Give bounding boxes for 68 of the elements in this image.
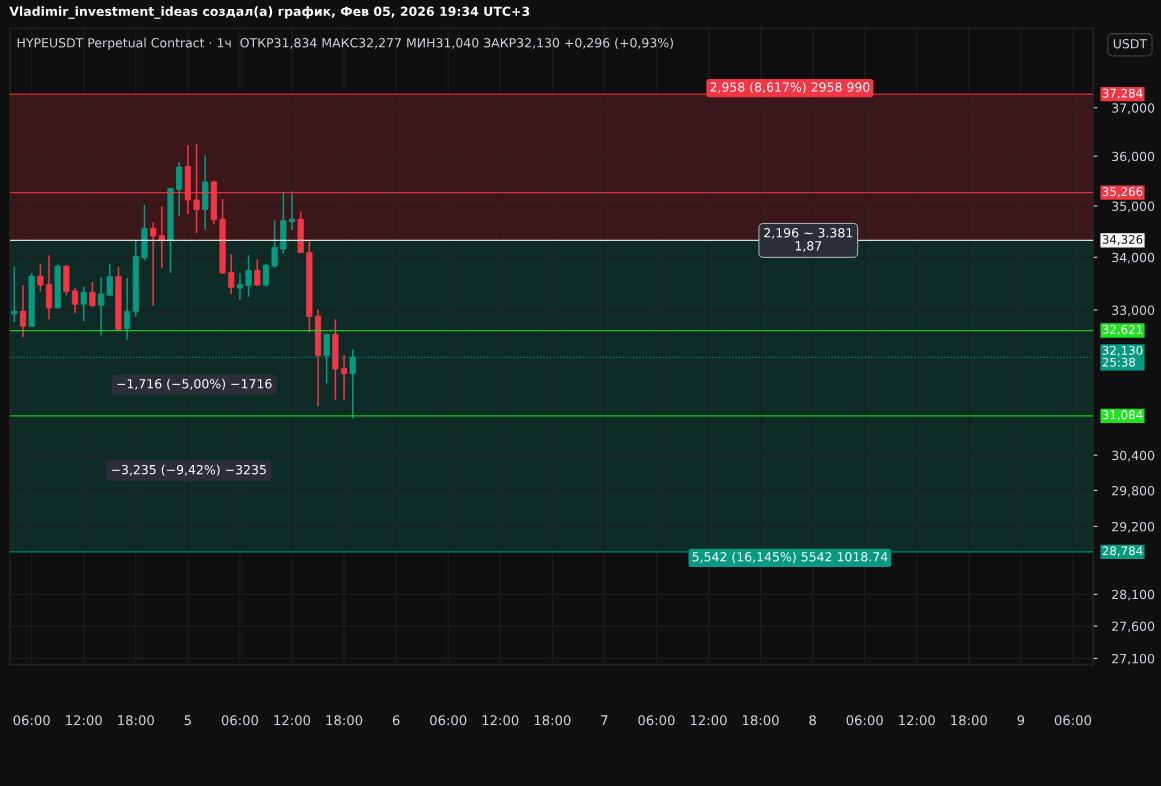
x-tick-label: 18:00 (326, 715, 363, 726)
candlestick (97, 276, 105, 337)
ref-line-label: 31,084 (1102, 410, 1143, 421)
y-tick-label: 36,000 (1112, 151, 1155, 163)
x-tick-label: 06:00 (846, 715, 883, 726)
x-tick-label: 12:00 (66, 715, 102, 726)
x-tick-label: 18:00 (534, 715, 571, 726)
x-tick-label: 7 (601, 715, 608, 725)
y-tick-label: 29,800 (1112, 485, 1155, 497)
candlestick (89, 281, 96, 308)
x-tick-label: 12:00 (482, 715, 519, 726)
x-tick-label: 06:00 (1054, 715, 1092, 726)
candlestick (254, 258, 261, 287)
candlestick (106, 263, 113, 297)
ref-line-label: 37,284 (1102, 88, 1143, 99)
x-tick-label: 12:00 (690, 715, 727, 726)
chart-title: Vladimir_investment_ideas создал(а) график, Фев 05, 2026 19:34 UTC+3 (9, 6, 530, 19)
x-tick-label: 8 (809, 715, 816, 726)
candlestick (124, 276, 131, 341)
ref-line-label: 32,130 25:38 (1102, 345, 1143, 367)
candlestick (262, 263, 270, 288)
candlestick (228, 253, 235, 295)
y-tick-label: 34,000 (1112, 252, 1155, 264)
ref-line-label: 32,621 (1102, 325, 1143, 336)
y-tick-label: 33,000 (1112, 305, 1155, 317)
text: USDT (1113, 38, 1148, 49)
x-tick-label: 18:00 (743, 715, 779, 726)
band-label: 2,958 (8,617%) 2958 990 (710, 82, 870, 94)
y-tick-label: 28,100 (1112, 589, 1155, 601)
y-tick-label: 29,200 (1112, 521, 1155, 533)
x-tick-label: 06:00 (638, 715, 675, 726)
candlestick (158, 205, 165, 269)
ref-line-label: 28,784 (1102, 546, 1143, 557)
x-tick-label: 12:00 (899, 715, 935, 726)
y-tick-label: 37,000 (1112, 103, 1155, 114)
text: HYPEUSDT Perpetual Contract · 1ч ОТКР31,834 МАКС32,277 МИН31,040 ЗАКР32,130 +0,296 (+0,93%) (17, 37, 673, 50)
candlestick (11, 265, 18, 323)
x-tick-label: 6 (392, 715, 400, 726)
x-tick-label: 18:00 (118, 715, 154, 726)
candlestick (236, 272, 244, 301)
candlestick (150, 222, 157, 307)
y-tick-label: 27,600 (1112, 621, 1155, 633)
candlestick (288, 190, 296, 231)
annotation: −3,235 (−9,42%) −3235 (111, 464, 266, 476)
candlestick (37, 263, 44, 293)
x-tick-label: 06:00 (221, 715, 259, 726)
x-tick-label: 9 (1017, 715, 1025, 726)
band-label: 5,542 (16,145%) 5542 1018.74 (692, 551, 888, 563)
candlestick (19, 284, 27, 338)
candlestick (176, 161, 183, 217)
x-tick-label: 12:00 (274, 715, 311, 726)
candlestick (271, 219, 278, 269)
x-tick-label: 06:00 (430, 715, 467, 726)
y-tick-label: 35,000 (1112, 201, 1155, 213)
candlestick (45, 254, 53, 320)
y-tick-label: 27,100 (1112, 653, 1155, 665)
annotation: −1,716 (−5,00%) −1716 (117, 378, 272, 390)
candlestick (71, 286, 79, 315)
ref-line-label: 34,326 (1102, 234, 1143, 246)
ref-line-label: 35,266 (1102, 187, 1143, 198)
y-tick-label: 30,400 (1112, 450, 1155, 462)
annotation: 2,196 ~ 3.381 1,87 (764, 228, 853, 252)
x-tick-label: 18:00 (951, 715, 987, 726)
candlestick (340, 354, 348, 401)
candlestick (80, 285, 87, 323)
x-tick-label: 06:00 (13, 715, 50, 726)
x-tick-label: 5 (184, 715, 191, 726)
candlestick (245, 254, 252, 298)
